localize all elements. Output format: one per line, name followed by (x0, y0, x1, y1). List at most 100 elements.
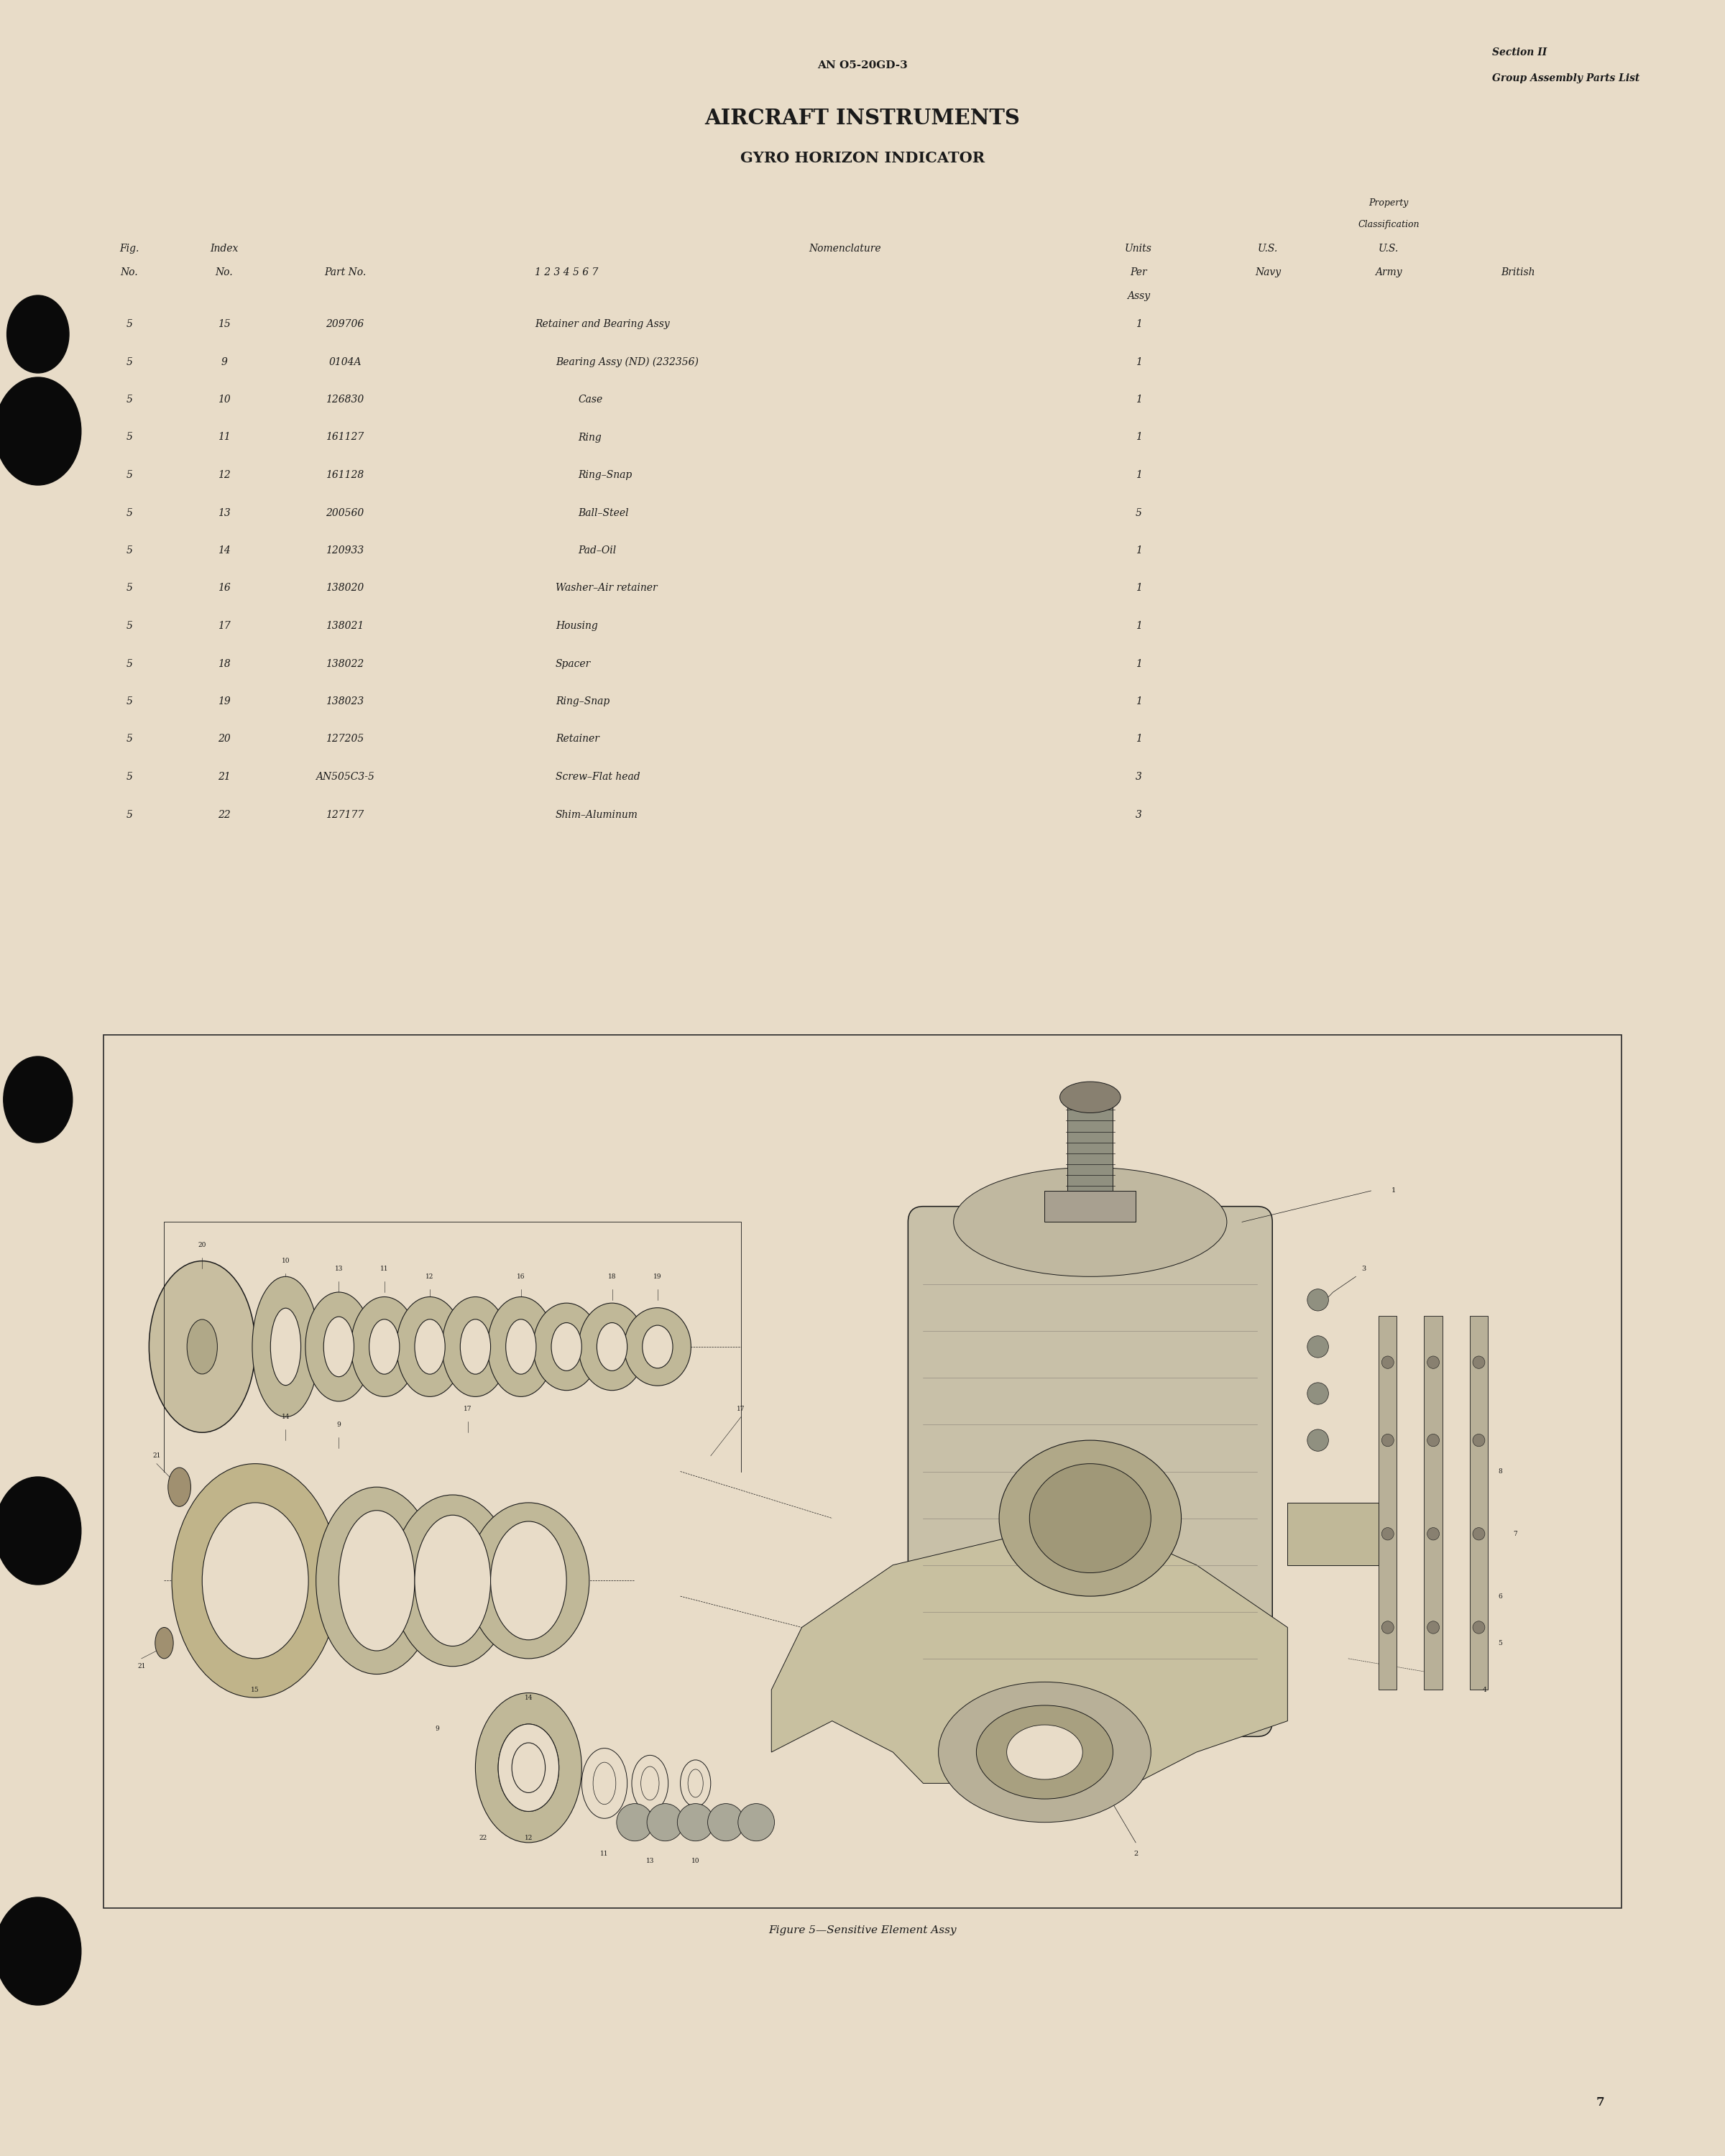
Circle shape (707, 1805, 743, 1841)
Text: 5: 5 (1135, 509, 1142, 517)
Circle shape (1308, 1429, 1328, 1451)
Circle shape (1382, 1529, 1394, 1539)
Text: 1: 1 (1135, 584, 1142, 593)
Text: 5: 5 (126, 356, 133, 367)
Ellipse shape (488, 1298, 554, 1397)
Polygon shape (771, 1518, 1287, 1783)
Text: 10: 10 (217, 395, 231, 405)
Text: Ring–Snap: Ring–Snap (578, 470, 631, 481)
Ellipse shape (338, 1511, 414, 1651)
Text: AN O5-20GD-3: AN O5-20GD-3 (818, 60, 907, 71)
Ellipse shape (976, 1705, 1113, 1798)
Text: Figure 5—Sensitive Element Assy: Figure 5—Sensitive Element Assy (768, 1925, 957, 1936)
Ellipse shape (414, 1516, 490, 1647)
Text: 126830: 126830 (326, 395, 364, 405)
Text: 5: 5 (126, 733, 133, 744)
Text: 16: 16 (217, 584, 231, 593)
Ellipse shape (688, 1770, 704, 1798)
Text: 5: 5 (126, 696, 133, 707)
Polygon shape (1378, 1315, 1397, 1690)
Text: 21: 21 (152, 1453, 160, 1460)
Circle shape (1473, 1529, 1485, 1539)
Text: 21: 21 (138, 1662, 145, 1669)
Circle shape (0, 1477, 81, 1585)
Text: 138020: 138020 (326, 584, 364, 593)
Ellipse shape (186, 1319, 217, 1373)
Ellipse shape (533, 1302, 600, 1391)
Text: 5: 5 (1497, 1641, 1502, 1647)
Text: 5: 5 (126, 660, 133, 668)
Text: 17: 17 (217, 621, 231, 632)
Circle shape (647, 1805, 683, 1841)
Circle shape (0, 377, 81, 485)
Text: 13: 13 (217, 509, 231, 517)
Text: 9: 9 (336, 1421, 342, 1427)
Text: GYRO HORIZON INDICATOR: GYRO HORIZON INDICATOR (740, 151, 985, 166)
Text: 4: 4 (1484, 1686, 1487, 1692)
Bar (1068, 1097, 1113, 1190)
Text: 13: 13 (335, 1266, 343, 1272)
Bar (1045, 1190, 1135, 1222)
Text: 11: 11 (380, 1266, 388, 1272)
Text: 9: 9 (221, 356, 228, 367)
Circle shape (1308, 1337, 1328, 1358)
Text: 209706: 209706 (326, 319, 364, 330)
Text: Group Assembly Parts List: Group Assembly Parts List (1492, 73, 1640, 84)
Text: 11: 11 (600, 1850, 609, 1856)
Text: Screw–Flat head: Screw–Flat head (555, 772, 640, 783)
Text: Spacer: Spacer (555, 660, 592, 668)
Text: 1: 1 (1135, 356, 1142, 367)
Ellipse shape (642, 1766, 659, 1800)
Ellipse shape (461, 1319, 490, 1373)
Circle shape (738, 1805, 775, 1841)
Ellipse shape (271, 1309, 300, 1386)
Ellipse shape (499, 1725, 559, 1811)
Ellipse shape (155, 1628, 173, 1658)
Text: 3: 3 (1135, 811, 1142, 819)
Circle shape (7, 295, 69, 373)
Ellipse shape (167, 1468, 191, 1507)
Text: 14: 14 (281, 1414, 290, 1421)
Text: 12: 12 (217, 470, 231, 481)
Text: 5: 5 (126, 621, 133, 632)
Text: 5: 5 (126, 811, 133, 819)
Text: 19: 19 (217, 696, 231, 707)
Text: Retainer: Retainer (555, 733, 599, 744)
Text: 161127: 161127 (326, 431, 364, 442)
Text: 15: 15 (252, 1686, 259, 1692)
Text: 21: 21 (217, 772, 231, 783)
Ellipse shape (148, 1261, 255, 1432)
Text: 14: 14 (524, 1695, 533, 1701)
Text: Retainer and Bearing Assy: Retainer and Bearing Assy (535, 319, 669, 330)
Text: 15: 15 (217, 319, 231, 330)
Ellipse shape (397, 1298, 464, 1397)
Text: 2: 2 (1133, 1850, 1139, 1856)
Text: 13: 13 (645, 1858, 654, 1865)
Text: U.S.: U.S. (1378, 244, 1399, 254)
Ellipse shape (499, 1725, 559, 1811)
Text: Assy: Assy (1126, 291, 1151, 302)
Text: 1: 1 (1135, 660, 1142, 668)
Text: 10: 10 (692, 1858, 700, 1865)
Text: 1 2 3 4 5 6 7: 1 2 3 4 5 6 7 (535, 267, 599, 278)
Ellipse shape (172, 1464, 338, 1697)
Ellipse shape (202, 1503, 309, 1658)
Text: Pad–Oil: Pad–Oil (578, 545, 616, 556)
Text: 5: 5 (126, 772, 133, 783)
Text: Per: Per (1130, 267, 1147, 278)
Text: 7: 7 (1513, 1531, 1518, 1537)
Text: 20: 20 (217, 733, 231, 744)
Polygon shape (1287, 1503, 1378, 1565)
Text: 200560: 200560 (326, 509, 364, 517)
Text: 127177: 127177 (326, 811, 364, 819)
Ellipse shape (490, 1522, 566, 1641)
Text: 5: 5 (126, 431, 133, 442)
Text: 11: 11 (217, 431, 231, 442)
Ellipse shape (624, 1309, 692, 1386)
Circle shape (678, 1805, 714, 1841)
Ellipse shape (954, 1166, 1226, 1276)
Text: 3: 3 (1135, 772, 1142, 783)
Ellipse shape (305, 1291, 373, 1401)
Ellipse shape (316, 1488, 438, 1675)
Circle shape (1427, 1356, 1439, 1369)
